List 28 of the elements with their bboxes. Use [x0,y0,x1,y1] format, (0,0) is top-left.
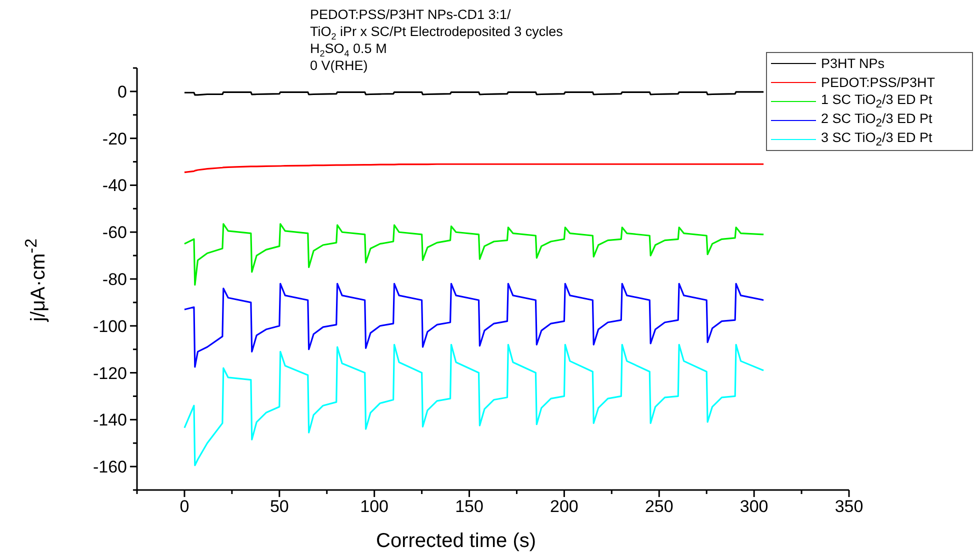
y-tick-label: -40 [102,176,127,196]
y-tick-label: -60 [102,223,127,242]
y-tick-label: -100 [92,316,127,336]
line-series [184,282,764,368]
legend-label: PEDOT:PSS/P3HT [821,75,936,90]
chart-title: PEDOT:PSS/P3HT NPs-CD1 3:1/ TiO$_{2}$ iPr x SC/Pt Electrodeposited 3 cycles H$_{2}$SO$_{4}$ 0.5 M 0 V(RHE) [310,7,563,73]
legend-label: P3HT NPs [821,56,885,71]
x-tick-label: 100 [360,497,389,516]
line-series [184,223,764,286]
x-axis-title: Corrected time (s) [376,530,536,553]
y-tick-label: 0 [118,82,127,102]
y-tick-label: -140 [92,410,127,430]
y-tick-label: -160 [92,458,127,477]
x-tick-label: 50 [270,497,289,516]
legend-label: 2 SC TiO$_{2}$/3 ED Pt [821,111,932,130]
x-tick-label: 0 [180,497,190,516]
legend-label: 1 SC TiO$_{2}$/3 ED Pt [821,92,932,111]
line-series [184,344,764,466]
line-series [184,163,764,174]
x-tick-label: 300 [740,497,768,516]
x-tick-label: 350 [834,497,864,516]
y-tick-label: -20 [102,129,127,148]
x-tick-label: 200 [550,497,578,516]
legend-label: 3 SC TiO$_{2}$/3 ED Pt [821,130,932,149]
x-tick-label: 250 [644,497,674,516]
y-tick-label: -120 [92,364,127,383]
x-tick-label: 150 [455,497,484,516]
y-tick-label: -80 [102,270,127,289]
